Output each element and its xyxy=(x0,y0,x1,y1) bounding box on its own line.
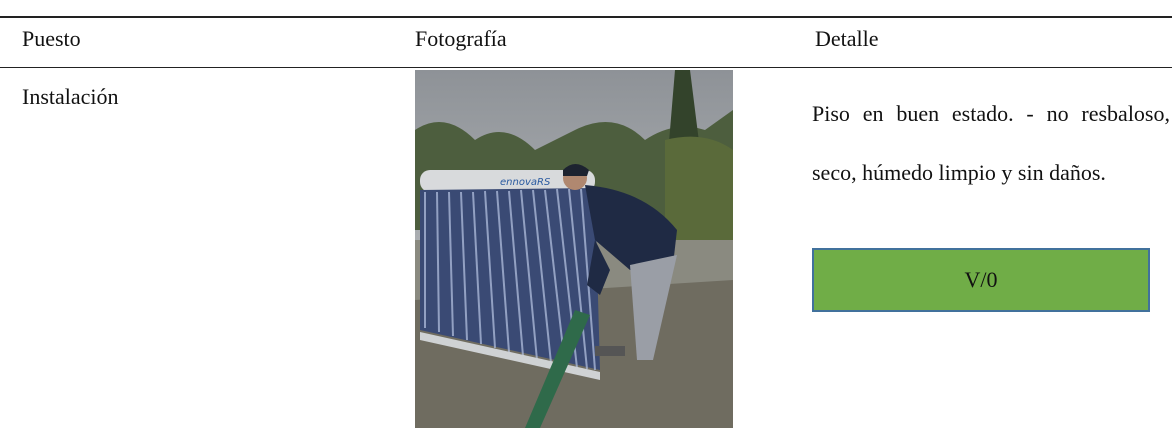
header-cell: Detalle xyxy=(815,26,879,51)
svg-text:ennovaRS: ennovaRS xyxy=(500,177,551,188)
header-cell: Puesto xyxy=(22,26,81,51)
table-top-rule xyxy=(0,16,1172,18)
puesto-cell: Instalación xyxy=(22,84,119,109)
detail-text: Piso en buen estado. - no resbaloso, sec… xyxy=(812,101,1170,185)
header-rule xyxy=(0,67,1172,68)
status-badge: V/0 xyxy=(812,248,1150,312)
photo: ennovaRS xyxy=(415,70,733,428)
header-cell: Fotografía xyxy=(415,26,507,51)
